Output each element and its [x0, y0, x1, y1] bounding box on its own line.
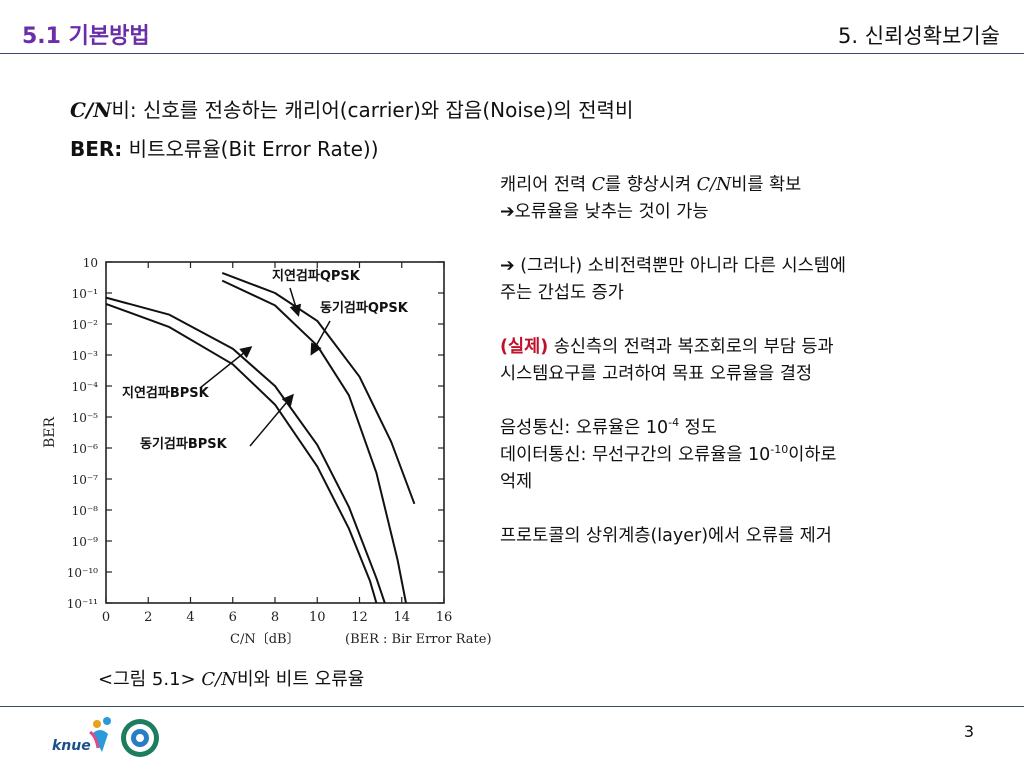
y-tick-label: 10⁻⁵ — [72, 411, 99, 425]
x-tick-label: 0 — [102, 610, 110, 625]
y-tick-label: 10⁻¹⁰ — [67, 566, 98, 580]
chapter-title: 5. 신뢰성확보기술 — [838, 24, 1000, 48]
caption-suffix: 비와 비트 오류율 — [236, 669, 365, 690]
y-tick-label: 10⁻⁸ — [72, 504, 99, 518]
note-line-7: 음성통신: 오류율은 10-4 정도 — [500, 415, 1000, 442]
ber-label: BER: — [70, 137, 123, 161]
x-tick-label: 14 — [393, 610, 410, 625]
note-text: (그러나) 소비전력뿐만 아니라 다른 시스템에 — [514, 256, 846, 276]
note-text: 오류율을 낮추는 것이 가능 — [514, 202, 709, 222]
y-tick-label: 10⁻⁴ — [72, 380, 99, 394]
university-seal — [121, 719, 159, 757]
series-label-arrow — [289, 287, 302, 317]
page-number: 3 — [963, 722, 974, 741]
top-divider — [0, 53, 1024, 54]
x-tick-label: 8 — [271, 610, 279, 625]
cn-symbol: C/N — [696, 175, 732, 195]
c-symbol: C — [591, 175, 606, 195]
note-line-2: ➔오류율을 낮추는 것이 가능 — [500, 199, 1000, 226]
note-line-3: ➔ (그러나) 소비전력뿐만 아니라 다른 시스템에 — [500, 253, 1000, 280]
series-label: 동기검파BPSK — [140, 437, 228, 452]
series-label-arrow — [249, 393, 294, 447]
series-line — [221, 279, 407, 604]
x-tick-label: 10 — [309, 610, 326, 625]
y-tick-label: 10⁻⁹ — [72, 535, 99, 549]
series-label-arrow — [199, 346, 253, 389]
note-line-4: 주는 간섭도 증가 — [500, 283, 624, 303]
note-text: 데이터통신: 무선구간의 오류율을 10 — [500, 445, 771, 465]
note-line-5: (실제) 송신측의 전력과 복조회로의 부담 등과 — [500, 334, 1000, 361]
chart-ticks: 0 2 4 6 8 10 12 14 16 10 10⁻¹ 10⁻² 10⁻³ 10⁻⁴ 10⁻⁵ 10⁻⁶ 1… — [67, 256, 453, 625]
series-line — [105, 302, 378, 604]
note-text: 송신측의 전력과 복조회로의 부담 등과 — [548, 337, 834, 357]
cn-symbol: C/N — [201, 669, 237, 690]
series-label: 지연검파BPSK — [122, 386, 210, 401]
section-title: 5.1 기본방법 — [22, 24, 150, 49]
ber-definition-text: 비트오류율(Bit Error Rate)) — [122, 137, 379, 161]
x-axis-label: C/N〔dB〕 — [230, 632, 300, 647]
series-label: 지연검파QPSK — [272, 269, 361, 284]
series-label: 동기검파QPSK — [320, 301, 409, 316]
y-tick-label: 10⁻³ — [72, 349, 99, 363]
y-axis-label: BER — [42, 417, 58, 449]
arrow-right-icon: ➔ — [500, 256, 515, 276]
series-line — [105, 296, 386, 604]
ber-chart: 0 2 4 6 8 10 12 14 16 10 10⁻¹ 10⁻² 10⁻³ 10⁻⁴ 10⁻⁵ 10⁻⁶ 1… — [42, 256, 492, 647]
note-text: 정도 — [679, 418, 717, 438]
knue-logo: knue — [52, 717, 111, 754]
exponent: -10 — [770, 443, 789, 456]
x-axis-note: (BER : Bir Error Rate) — [345, 632, 492, 647]
chart-series — [105, 271, 416, 604]
highlight-label: (실제) — [500, 337, 549, 357]
note-text: 를 향상시켜 — [605, 175, 697, 195]
y-tick-label: 10⁻⁶ — [72, 442, 99, 456]
note-line-1: 캐리어 전력 C를 향상시켜 C/N비를 확보 — [500, 172, 1000, 199]
arrow-right-icon: ➔ — [500, 202, 515, 222]
y-tick-label: 10 — [83, 256, 98, 270]
x-tick-label: 4 — [186, 610, 194, 625]
note-line-6: 시스템요구를 고려하여 목표 오류율을 결정 — [500, 364, 813, 384]
x-tick-label: 2 — [144, 610, 152, 625]
chart-labels: 지연검파QPSK 동기검파QPSK 지연검파BPSK 동기검파BPSK BER C/N〔d… — [42, 269, 492, 647]
knue-logo-text: knue — [52, 738, 91, 754]
cn-definition: C/N비: 신호를 전송하는 캐리어(carrier)와 잡음(Noise)의 … — [70, 94, 633, 123]
cn-definition-text: 비: 신호를 전송하는 캐리어(carrier)와 잡음(Noise)의 전력비 — [111, 98, 634, 122]
note-line-9: 억제 — [500, 472, 533, 492]
figure-caption: <그림 5.1> C/N비와 비트 오류율 — [98, 665, 364, 691]
series-line — [221, 271, 416, 505]
caption-prefix: <그림 5.1> — [98, 669, 202, 690]
exponent: -4 — [668, 416, 680, 429]
bottom-divider — [0, 706, 1024, 707]
note-text: 음성통신: 오류율은 10 — [500, 418, 669, 438]
y-tick-label: 10⁻² — [72, 318, 99, 332]
note-line-10: 프로토콜의 상위계층(layer)에서 오류를 제거 — [500, 526, 832, 546]
y-tick-label: 10⁻¹ — [72, 287, 98, 301]
y-tick-label: 10⁻¹¹ — [67, 597, 98, 611]
footer-logos: knue — [52, 717, 159, 757]
ber-definition: BER: 비트오류율(Bit Error Rate)) — [70, 133, 379, 162]
note-text: 캐리어 전력 — [500, 175, 592, 195]
note-text: 이하로 — [788, 445, 837, 465]
note-text: 비를 확보 — [731, 175, 802, 195]
note-line-8: 데이터통신: 무선구간의 오류율을 10-10이하로 — [500, 442, 1000, 469]
x-tick-label: 16 — [436, 610, 453, 625]
x-tick-label: 12 — [351, 610, 368, 625]
series-label-arrow — [310, 320, 331, 356]
cn-symbol: C/N — [70, 98, 112, 122]
x-tick-label: 6 — [229, 610, 237, 625]
notes-panel: 캐리어 전력 C를 향상시켜 C/N비를 확보 ➔오류율을 낮추는 것이 가능 … — [500, 172, 1000, 550]
y-tick-label: 10⁻⁷ — [72, 473, 99, 487]
